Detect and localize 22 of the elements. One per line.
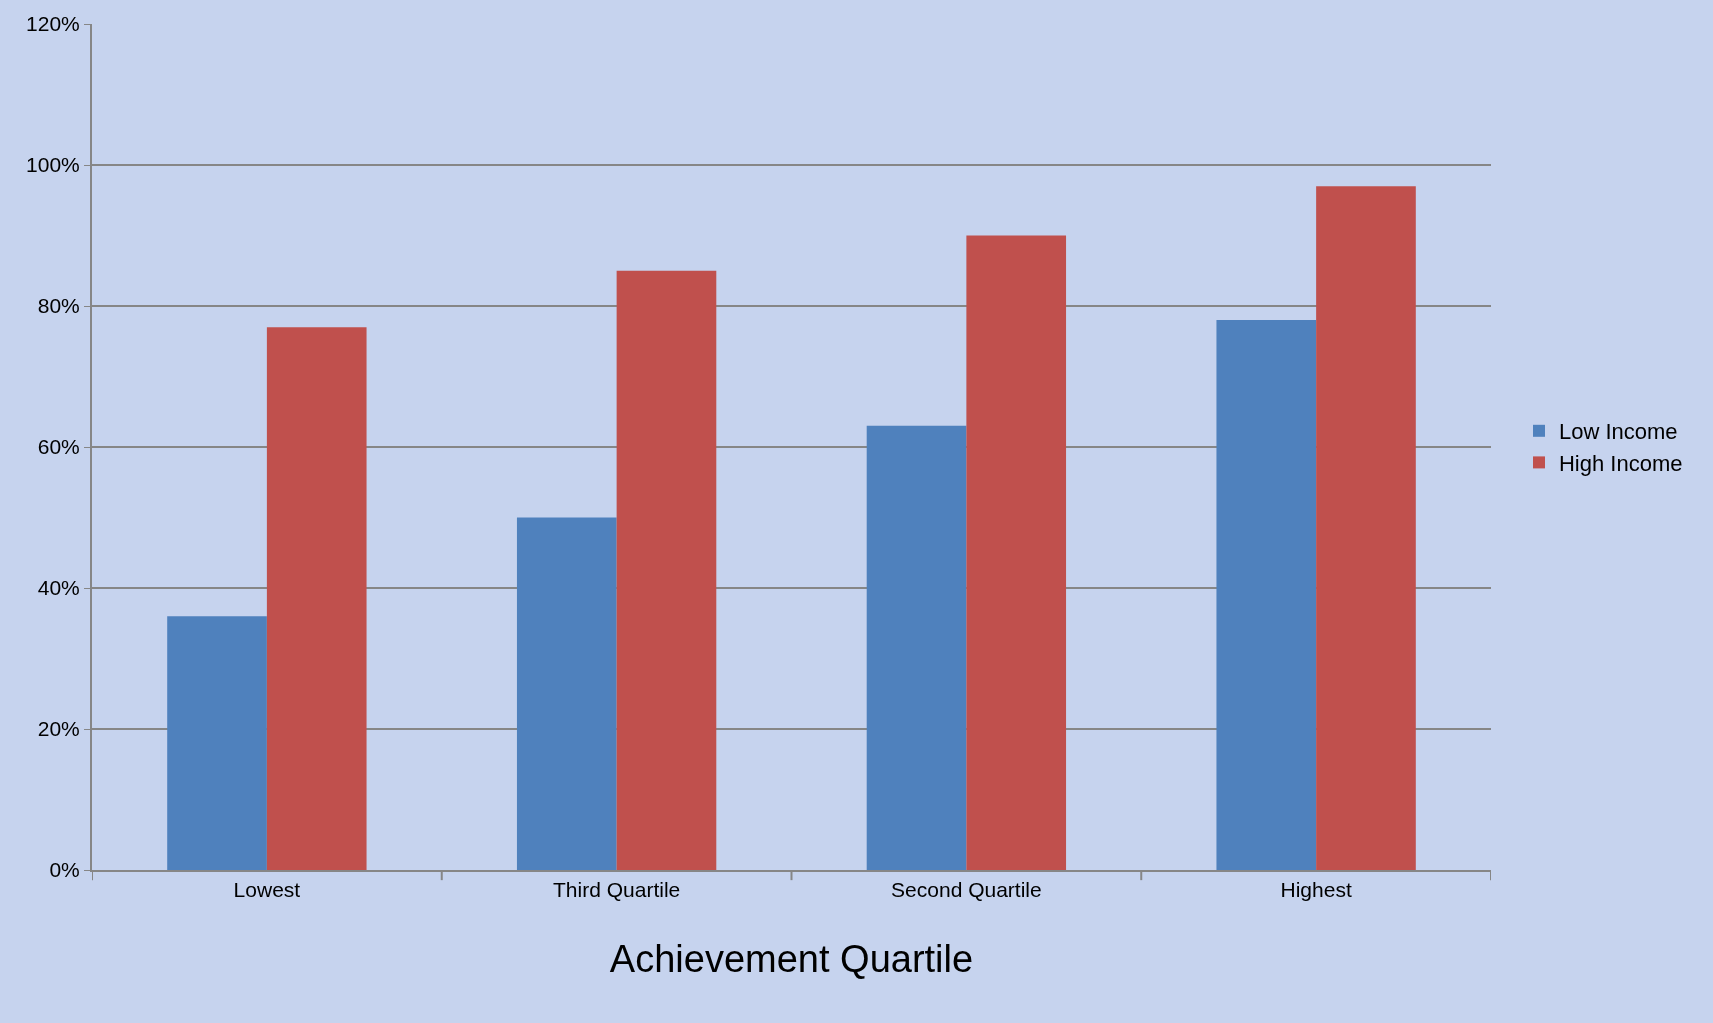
bar — [966, 235, 1067, 870]
y-tick-label: 40% — [37, 576, 80, 600]
x-tick-label: Second Quartile — [891, 878, 1042, 902]
x-axis-title: Achievement Quartile — [609, 937, 974, 980]
y-tick-label: 0% — [49, 858, 80, 882]
y-tick-label: 80% — [37, 294, 80, 318]
y-tick-label: 20% — [37, 717, 80, 741]
bar — [1216, 320, 1317, 870]
x-tick-label: Highest — [1280, 878, 1352, 902]
legend-label: High Income — [1558, 450, 1683, 476]
bar — [1316, 186, 1416, 870]
bar — [167, 616, 267, 870]
y-tick-label: 120% — [26, 12, 80, 36]
bar — [866, 425, 967, 870]
y-tick-label: 100% — [26, 153, 80, 177]
bar — [616, 270, 717, 870]
x-tick-label: Lowest — [233, 878, 301, 902]
legend-label: Low Income — [1558, 419, 1678, 445]
bar — [516, 517, 617, 870]
y-tick-label: 60% — [37, 435, 80, 459]
x-tick-label: Third Quartile — [553, 878, 681, 902]
bar — [266, 327, 367, 870]
